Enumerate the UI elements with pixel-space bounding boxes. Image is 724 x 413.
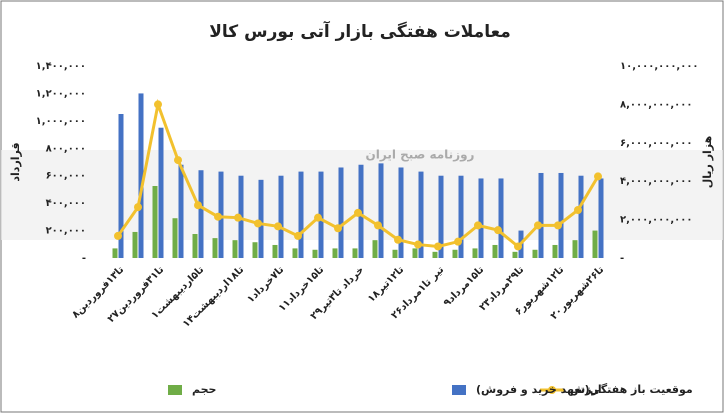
chart-title: معاملات هفتگی بازار آتی بورس کالا <box>209 20 510 42</box>
marker <box>434 242 442 251</box>
marker <box>314 213 322 222</box>
bar <box>232 240 238 258</box>
marker <box>374 221 382 230</box>
bar <box>292 248 298 258</box>
y2-tick-label: ۸,۰۰۰,۰۰۰,۰۰۰ <box>620 99 692 110</box>
bar <box>278 175 284 258</box>
marker <box>494 226 502 235</box>
bar <box>412 248 418 258</box>
y-tick-label: ۱,۴۰۰,۰۰۰ <box>36 61 86 72</box>
y-axis-title: قرارداد <box>9 142 22 181</box>
y2-tick-label: ۱۰,۰۰۰,۰۰۰,۰۰۰ <box>620 61 699 72</box>
marker <box>354 208 362 217</box>
bar <box>432 251 438 258</box>
y-tick-label: - <box>82 253 86 264</box>
y2-tick-label: - <box>620 253 624 264</box>
marker <box>454 237 462 246</box>
bar <box>172 218 178 258</box>
bar <box>152 186 158 258</box>
y2-tick-label: ۶,۰۰۰,۰۰۰,۰۰۰ <box>620 138 692 149</box>
marker <box>254 219 262 228</box>
marker <box>574 206 582 214</box>
marker <box>134 203 142 212</box>
marker <box>294 231 302 240</box>
marker <box>474 221 482 230</box>
bar <box>338 167 344 258</box>
marker <box>394 235 402 244</box>
bar <box>212 238 218 258</box>
marker <box>594 172 602 181</box>
bar <box>332 248 338 258</box>
y-tick-label: ۱,۰۰۰,۰۰۰ <box>36 116 86 127</box>
bar <box>458 175 464 258</box>
bar <box>118 114 124 258</box>
y2-axis-title: هزار ریال <box>701 136 714 189</box>
bar <box>558 172 564 258</box>
bar <box>372 240 378 258</box>
bar <box>452 249 458 258</box>
bar <box>312 249 318 258</box>
bar <box>192 234 198 258</box>
bar <box>352 248 358 258</box>
bar <box>318 171 324 258</box>
marker <box>414 240 422 249</box>
marker <box>214 212 222 221</box>
marker <box>234 213 242 222</box>
marker <box>534 221 542 230</box>
bar <box>572 240 578 258</box>
marker <box>154 100 162 109</box>
bar <box>498 178 504 258</box>
bar <box>272 244 278 258</box>
marker <box>194 201 202 210</box>
y-tick-label: ۴۰۰,۰۰۰ <box>46 198 86 209</box>
bar <box>472 248 478 258</box>
legend-swatch <box>548 386 556 394</box>
y-tick-label: ۶۰۰,۰۰۰ <box>46 171 86 182</box>
y-tick-label: ۲۰۰,۰۰۰ <box>46 226 86 237</box>
bar <box>158 127 164 258</box>
legend-label: ارزش <box>570 383 602 396</box>
y2-tick-label: ۲,۰۰۰,۰۰۰,۰۰۰ <box>620 215 692 226</box>
bar <box>252 242 258 258</box>
bar <box>138 93 144 258</box>
marker <box>514 242 522 251</box>
legend-swatch <box>168 385 182 395</box>
bar <box>198 170 204 258</box>
marker <box>114 231 122 240</box>
y2-tick-label: ۴,۰۰۰,۰۰۰,۰۰۰ <box>620 176 692 187</box>
bar <box>398 167 404 258</box>
bar <box>592 230 598 258</box>
legend-label: حجم <box>192 383 216 396</box>
bar <box>378 163 384 258</box>
bar <box>492 244 498 258</box>
bar <box>478 178 484 258</box>
bar <box>418 171 424 258</box>
bar <box>178 164 184 258</box>
bar <box>538 172 544 258</box>
bar <box>512 251 518 258</box>
bar <box>598 178 604 258</box>
marker <box>174 156 182 165</box>
marker <box>554 221 562 230</box>
y-tick-label: ۸۰۰,۰۰۰ <box>46 143 86 154</box>
bar <box>552 244 558 258</box>
bar <box>438 175 444 258</box>
marker <box>334 224 342 233</box>
bar <box>578 175 584 258</box>
marker <box>274 222 282 231</box>
bar <box>258 179 264 258</box>
legend-label: موقعیت باز هفتگی(تعهد خرید و فروش) <box>476 383 693 396</box>
y-tick-label: ۱,۲۰۰,۰۰۰ <box>36 88 86 99</box>
watermark: روزنامه صبح ایران <box>366 148 475 163</box>
bar <box>298 171 304 258</box>
bar <box>132 231 138 258</box>
bar <box>392 249 398 258</box>
bar <box>112 248 118 258</box>
legend-swatch <box>452 385 466 395</box>
bar <box>532 249 538 258</box>
